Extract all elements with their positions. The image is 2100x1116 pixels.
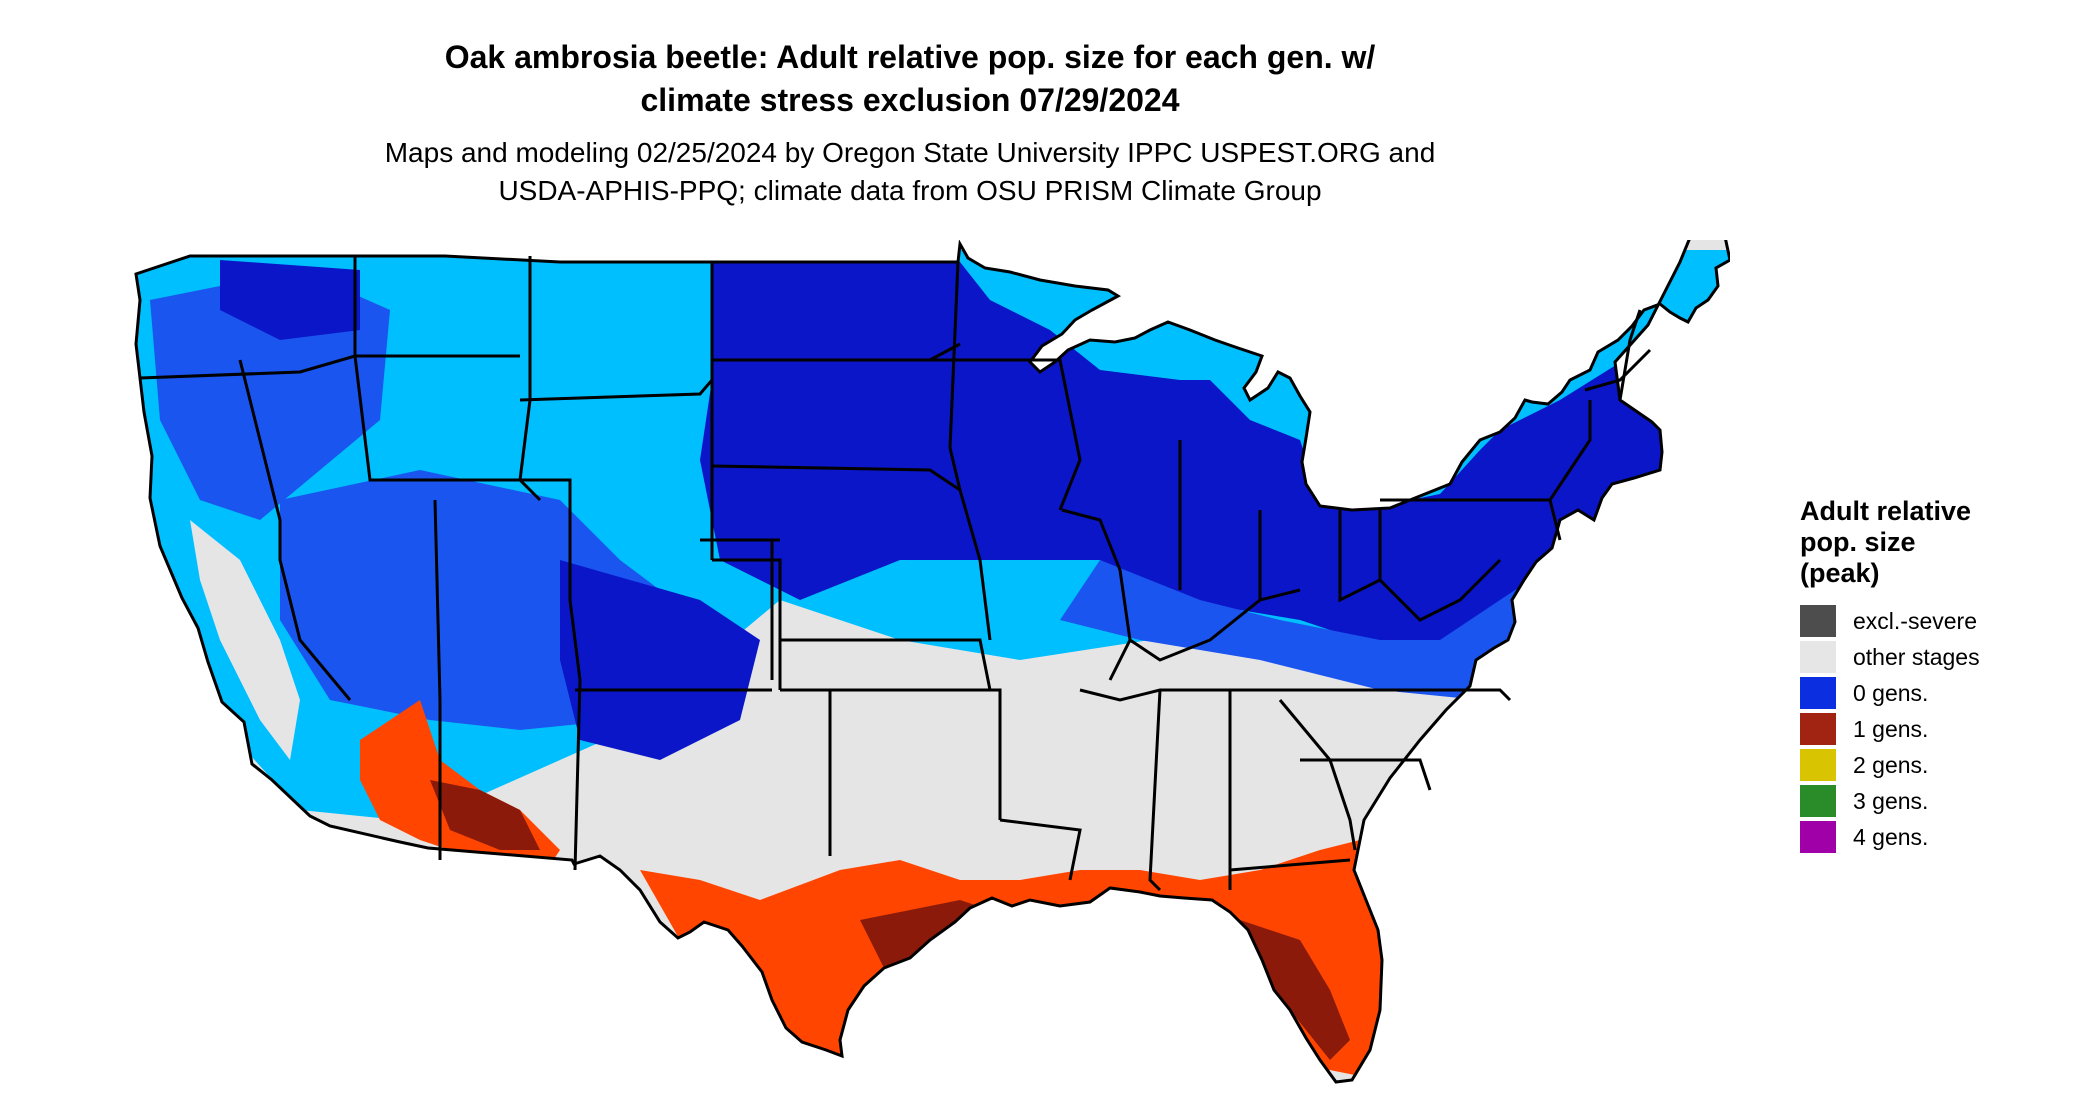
legend-label: 2 gens. [1853, 751, 1929, 778]
legend-swatch [1800, 713, 1836, 745]
legend-label: 3 gens. [1853, 787, 1929, 814]
zone-mid-blue-ohio [1060, 540, 1600, 700]
legend-swatch [1800, 605, 1836, 637]
zone-deep-blue-nw [220, 260, 360, 340]
zone-deep-blue-rockies [560, 560, 760, 760]
legend-swatch [1800, 785, 1836, 817]
title-line-2: climate stress exclusion 07/29/2024 [640, 82, 1180, 118]
legend-item: 1 gens. [1800, 711, 2080, 747]
legend-label: 0 gens. [1853, 679, 1929, 706]
legend-label: 4 gens. [1853, 823, 1929, 850]
title-line-1: Oak ambrosia beetle: Adult relative pop.… [444, 39, 1376, 75]
legend-label: other stages [1853, 643, 1980, 670]
legend-item: 4 gens. [1800, 819, 2080, 855]
legend-title-line-2: pop. size [1800, 527, 1916, 557]
zone-gray-california [190, 520, 300, 760]
legend-item: 0 gens. [1800, 675, 2080, 711]
legend-title: Adult relative pop. size (peak) [1800, 496, 2080, 589]
us-map [130, 216, 1732, 1100]
legend-swatch [1800, 677, 1836, 709]
map-title: Oak ambrosia beetle: Adult relative pop.… [0, 36, 1820, 122]
subtitle-line-1: Maps and modeling 02/25/2024 by Oregon S… [384, 137, 1436, 168]
legend-items: excl.-severe other stages 0 gens. 1 gens. 2 … [1800, 603, 2080, 855]
us-map-svg [134, 216, 1732, 1084]
legend-item: excl.-severe [1800, 603, 2080, 639]
zone-deep-blue-midwest [700, 262, 1730, 700]
legend-item: 3 gens. [1800, 783, 2080, 819]
legend-swatch [1800, 641, 1836, 673]
subtitle-line-2: USDA-APHIS-PPQ; climate data from OSU PR… [498, 175, 1322, 206]
zone-dark-red-southwest [430, 780, 540, 850]
legend-title-line-3: (peak) [1800, 558, 1880, 588]
state-borders [134, 216, 1732, 1084]
legend-item: other stages [1800, 639, 2080, 675]
legend-title-line-1: Adult relative [1800, 496, 1972, 526]
legend-item: 2 gens. [1800, 747, 2080, 783]
legend-swatch [1800, 749, 1836, 781]
legend: Adult relative pop. size (peak) excl.-se… [1800, 496, 2080, 855]
legend-swatch [1800, 821, 1836, 853]
legend-label: excl.-severe [1853, 607, 1977, 634]
map-subtitle: Maps and modeling 02/25/2024 by Oregon S… [0, 134, 1820, 210]
legend-label: 1 gens. [1853, 715, 1929, 742]
